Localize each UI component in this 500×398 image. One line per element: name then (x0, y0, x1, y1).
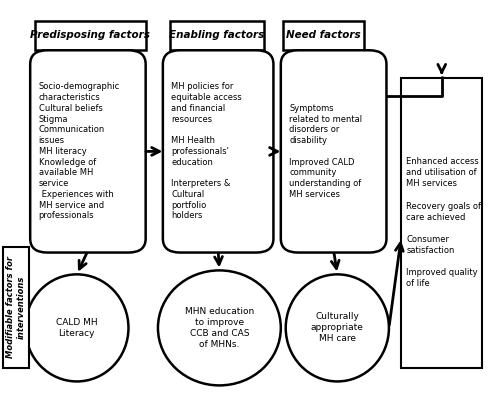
FancyBboxPatch shape (30, 50, 146, 253)
Bar (284, 21, 364, 50)
Text: Enhanced access
and utilisation of
MH services

Recovery goals of
care achieved
: Enhanced access and utilisation of MH se… (406, 157, 481, 288)
Text: Modifiable factors for
interventions: Modifiable factors for interventions (6, 256, 25, 358)
Bar (35, 21, 146, 50)
Bar (401, 78, 482, 368)
FancyBboxPatch shape (281, 50, 386, 253)
Bar (3, 247, 29, 368)
Ellipse shape (286, 274, 389, 381)
Text: Symptoms
related to mental
disorders or
disability

Improved CALD
community
unde: Symptoms related to mental disorders or … (289, 104, 362, 199)
Text: Need factors: Need factors (286, 30, 361, 41)
Text: Culturally
appropriate
MH care: Culturally appropriate MH care (311, 312, 364, 343)
Text: MHN education
to improve
CCB and CAS
of MHNs.: MHN education to improve CCB and CAS of … (185, 307, 254, 349)
Ellipse shape (26, 274, 128, 381)
Bar (170, 21, 264, 50)
Text: Socio-demographic
characteristics
Cultural beliefs
Stigma
Communication
issues
M: Socio-demographic characteristics Cultur… (38, 82, 120, 220)
Text: Predisposing factors: Predisposing factors (30, 30, 150, 41)
Text: MH policies for
equitable access
and financial
resources

MH Health
professional: MH policies for equitable access and fin… (171, 82, 242, 220)
FancyBboxPatch shape (163, 50, 274, 253)
Text: CALD MH
Literacy: CALD MH Literacy (56, 318, 98, 338)
Text: Enabling factors: Enabling factors (170, 30, 264, 41)
Ellipse shape (158, 270, 281, 385)
